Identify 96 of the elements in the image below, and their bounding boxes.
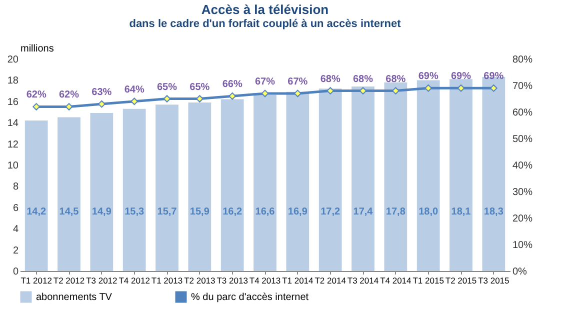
y-tick-label: 16: [7, 96, 19, 108]
data-label: 16,2: [222, 206, 242, 218]
y-axis-title: millions: [20, 44, 54, 54]
point: [98, 100, 106, 108]
x-tick-label: T1 2012: [20, 276, 52, 286]
x-tick-label: T3 2015: [478, 276, 510, 286]
data-label: 65%: [156, 82, 178, 93]
y-tick-label: 2: [12, 245, 19, 256]
y-tick-label: 10: [7, 160, 19, 172]
bar: [156, 104, 178, 271]
bar: [188, 102, 212, 271]
y-tick-label: 0: [12, 266, 19, 278]
data-label: 18,0: [418, 206, 438, 218]
y-tick-label: 4: [12, 224, 19, 236]
y2-tick-label: 0%: [512, 266, 528, 278]
data-label: 66%: [222, 79, 242, 90]
x-tick-label: T1 2014: [282, 276, 314, 286]
y-tick-label: 8: [12, 182, 19, 193]
chart-title: Accès à la télévision: [201, 2, 329, 17]
data-label: 65%: [190, 82, 210, 93]
y-tick-label: 20: [7, 54, 19, 66]
y-tick-label: 12: [7, 139, 19, 150]
y2-tick-label: 60%: [512, 108, 533, 118]
bar: [122, 108, 146, 271]
y2-tick-label: 40%: [512, 160, 533, 172]
data-label: 14,9: [92, 206, 112, 218]
data-label: 68%: [352, 74, 374, 85]
x-tick-label: T2 2014: [314, 276, 346, 286]
bar: [450, 79, 472, 271]
data-label: 69%: [450, 71, 472, 82]
data-label: 15,3: [124, 206, 144, 218]
point: [392, 87, 400, 94]
x-tick-label: T1 2013: [151, 276, 183, 286]
data-label: 14,2: [26, 206, 46, 218]
point: [294, 90, 302, 98]
x-tick-label: T4 2013: [249, 276, 281, 286]
bar: [58, 117, 80, 271]
x-tick-label: T4 2012: [118, 276, 150, 286]
data-label: 67%: [254, 76, 276, 88]
x-tick-label: T4 2014: [380, 276, 412, 286]
data-label: 62%: [58, 90, 80, 101]
y2-tick-label: 70%: [512, 81, 533, 92]
data-label: 17,4: [353, 206, 374, 218]
y2-tick-label: 20%: [512, 214, 533, 224]
data-label: 64%: [124, 84, 144, 96]
bar: [384, 82, 408, 271]
x-tick-label: T3 2012: [86, 276, 118, 286]
bar: [318, 88, 342, 271]
y2-tick-label: 30%: [512, 187, 533, 198]
x-tick-label: T2 2013: [184, 276, 216, 286]
bar: [220, 99, 244, 271]
data-label: 16,6: [255, 206, 276, 218]
data-label: 15,9: [190, 206, 210, 218]
data-label: 18,1: [451, 206, 472, 218]
data-label: 69%: [418, 71, 438, 82]
y2-tick-label: 50%: [512, 134, 533, 145]
data-label: 68%: [386, 74, 406, 85]
y2-tick-label: 10%: [512, 240, 533, 251]
data-label: 67%: [288, 76, 308, 88]
bar: [90, 113, 114, 271]
y-tick-label: 6: [12, 202, 19, 214]
legend-label: % du parc d'accès internet: [191, 292, 309, 303]
point: [457, 84, 465, 92]
y-tick-label: 18: [7, 76, 19, 87]
point: [490, 84, 498, 92]
x-tick-label: T1 2015: [412, 276, 444, 286]
point: [32, 103, 40, 110]
data-label: 68%: [320, 74, 340, 85]
point: [261, 90, 269, 98]
point: [228, 92, 236, 100]
data-label: 16,9: [288, 206, 308, 218]
bar: [352, 86, 374, 271]
point: [424, 84, 432, 92]
data-label: 15,7: [157, 206, 178, 218]
bar: [24, 120, 48, 271]
chart-subtitle: dans le cadre d'un forfait couplé à un accès internet: [129, 18, 402, 30]
legend-label: abonnements TV: [36, 292, 112, 303]
x-tick-label: T3 2013: [216, 276, 248, 286]
data-label: 14,5: [59, 206, 80, 218]
bar: [254, 95, 276, 271]
point: [196, 95, 204, 102]
y-tick-label: 14: [7, 118, 19, 130]
x-tick-label: T2 2012: [53, 276, 85, 286]
data-label: 62%: [26, 90, 46, 101]
data-label: 17,2: [320, 206, 340, 218]
data-label: 69%: [484, 71, 504, 82]
point: [326, 87, 334, 94]
data-label: 63%: [92, 87, 112, 98]
bar: [286, 92, 310, 271]
x-tick-label: T3 2014: [347, 276, 379, 286]
y2-tick-label: 80%: [512, 54, 533, 66]
point: [130, 98, 138, 106]
x-tick-label: T2 2015: [445, 276, 477, 286]
data-label: 17,8: [386, 206, 406, 218]
data-label: 18,3: [484, 206, 504, 218]
bar: [416, 80, 440, 271]
